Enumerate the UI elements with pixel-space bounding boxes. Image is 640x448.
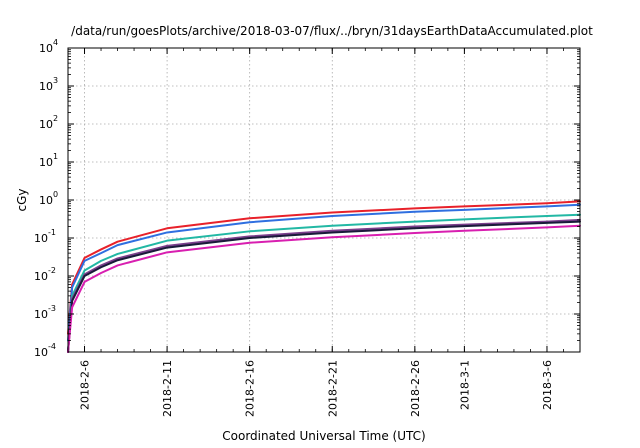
y-tick-exponent: 3 bbox=[53, 76, 58, 85]
series-line-2 bbox=[67, 203, 581, 342]
x-tick-label: 2018-2-6 bbox=[79, 360, 92, 410]
y-axis-label: cGy bbox=[15, 189, 29, 212]
y-tick-base: 10 bbox=[39, 156, 53, 169]
y-tick-label: 10 -2 bbox=[34, 266, 56, 283]
y-tick-label: 10 3 bbox=[39, 76, 58, 93]
series-line-4 bbox=[67, 218, 581, 353]
x-tick-label: 2018-2-11 bbox=[161, 360, 174, 417]
series-line-1 bbox=[67, 200, 581, 335]
y-tick-label: 10 1 bbox=[39, 152, 58, 169]
y-tick-exponent: 4 bbox=[53, 38, 58, 47]
x-tick-label: 2018-2-16 bbox=[244, 360, 257, 417]
y-tick-base: 10 bbox=[39, 118, 53, 131]
y-tick-exponent: -2 bbox=[48, 266, 56, 275]
x-tick-label: 2018-3-1 bbox=[458, 360, 471, 410]
y-tick-label: 10 2 bbox=[39, 114, 58, 131]
y-tick-exponent: -3 bbox=[48, 304, 56, 313]
y-tick-exponent: 0 bbox=[53, 190, 58, 199]
y-tick-base: 10 bbox=[34, 346, 48, 359]
x-tick-label: 2018-2-21 bbox=[326, 360, 339, 417]
x-axis: 2018-2-6 2018-2-11 2018-2-16 2018-2-21 2018-… bbox=[67, 48, 581, 417]
y-tick-label: 10 -3 bbox=[34, 304, 56, 321]
y-tick-base: 10 bbox=[34, 232, 48, 245]
y-tick-base: 10 bbox=[34, 308, 48, 321]
y-tick-base: 10 bbox=[39, 80, 53, 93]
chart-title: /data/run/goesPlots/archive/2018-03-07/f… bbox=[71, 24, 593, 38]
y-tick-base: 10 bbox=[39, 194, 53, 207]
y-tick-exponent: 1 bbox=[53, 152, 58, 161]
y-tick-base: 10 bbox=[34, 270, 48, 283]
y-tick-label: 10 4 bbox=[39, 38, 58, 55]
y-tick-exponent: -1 bbox=[48, 228, 56, 237]
grid-lines bbox=[68, 48, 580, 352]
y-tick-exponent: -4 bbox=[48, 342, 56, 351]
y-tick-label: 10 -4 bbox=[34, 342, 56, 359]
x-tick-label: 2018-3-6 bbox=[541, 360, 554, 410]
x-axis-label: Coordinated Universal Time (UTC) bbox=[222, 429, 425, 443]
series-lines bbox=[67, 200, 581, 353]
series-line-5 bbox=[67, 220, 581, 353]
y-tick-base: 10 bbox=[39, 42, 53, 55]
series-line-6 bbox=[67, 224, 581, 353]
series-line-3 bbox=[67, 213, 581, 353]
y-tick-label: 10 0 bbox=[39, 190, 58, 207]
y-tick-label: 10 -1 bbox=[34, 228, 56, 245]
x-tick-label: 2018-2-26 bbox=[409, 360, 422, 417]
y-tick-exponent: 2 bbox=[53, 114, 58, 123]
